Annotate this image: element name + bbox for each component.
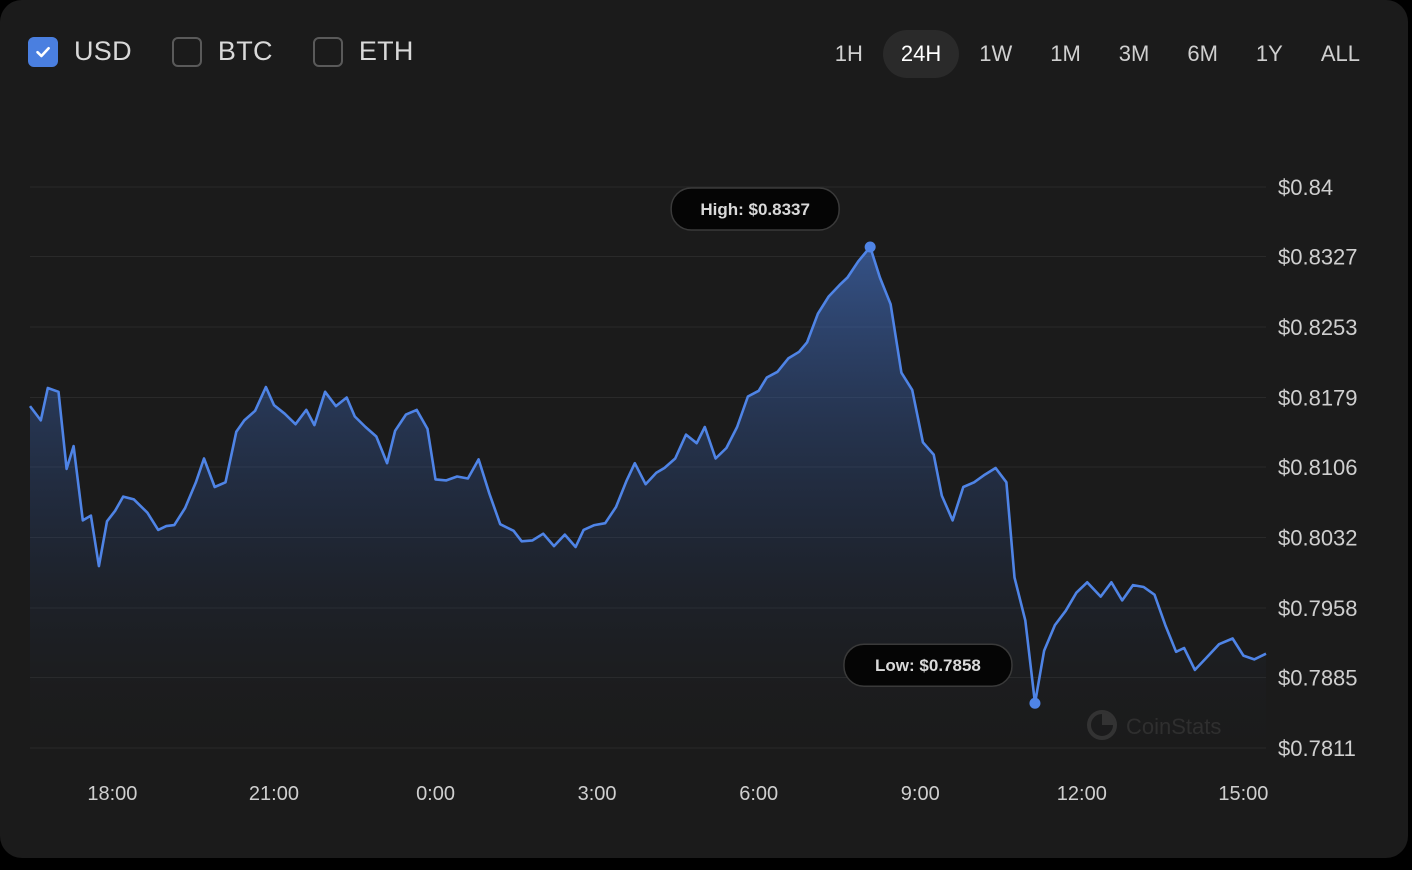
- range-6m-button[interactable]: 6M: [1187, 41, 1218, 66]
- currency-toggle-usd[interactable]: USD: [28, 36, 132, 67]
- watermark-text: CoinStats: [1126, 714, 1221, 739]
- y-tick-label: $0.7811: [1278, 736, 1356, 761]
- currency-label-usd: USD: [74, 36, 132, 66]
- checkmark-icon: [36, 46, 50, 57]
- range-1m-button[interactable]: 1M: [1050, 41, 1081, 66]
- y-tick-label: $0.8106: [1278, 455, 1358, 480]
- range-1h-button[interactable]: 1H: [834, 41, 863, 66]
- range-24h-button[interactable]: 24H: [882, 30, 960, 78]
- currency-toggle-btc[interactable]: BTC: [171, 36, 273, 67]
- y-tick-label: $0.8032: [1278, 526, 1358, 551]
- y-tick-label: $0.8327: [1278, 245, 1358, 270]
- y-tick-label: $0.84: [1278, 175, 1333, 200]
- high-point-marker: [864, 241, 876, 253]
- checkbox-checked-icon[interactable]: [28, 36, 58, 67]
- y-tick-label: $0.8253: [1278, 315, 1358, 340]
- high-label: High: $0.8337: [700, 200, 810, 219]
- x-tick-label: 9:00: [901, 783, 940, 805]
- x-tick-label: 3:00: [578, 783, 617, 805]
- x-tick-label: 6:00: [739, 783, 778, 805]
- time-range-selector: 1H 24H 1W 1M 3M 6M 1Y ALL: [815, 30, 1378, 78]
- x-tick-label: 21:00: [249, 783, 299, 805]
- y-tick-label: $0.8179: [1278, 385, 1358, 410]
- price-series-line: [28, 245, 1267, 705]
- checkbox-unchecked-icon[interactable]: [312, 36, 343, 67]
- range-1y-button[interactable]: 1Y: [1255, 41, 1283, 66]
- currency-toggle-group: USD BTC ETH: [28, 36, 454, 67]
- low-label: Low: $0.7858: [875, 656, 981, 675]
- y-tick-label: $0.7958: [1278, 596, 1358, 621]
- low-point-marker: [1029, 697, 1041, 709]
- range-1w-button[interactable]: 1W: [979, 41, 1013, 66]
- checkbox-unchecked-icon[interactable]: [171, 36, 202, 67]
- y-axis-labels: $0.84 $0.8327 $0.8253 $0.8179 $0.8106 $0.8032…: [1278, 175, 1358, 761]
- currency-label-eth: ETH: [358, 36, 414, 66]
- range-3m-button[interactable]: 3M: [1118, 41, 1150, 66]
- watermark: CoinStats: [1087, 710, 1221, 740]
- x-tick-label: 18:00: [87, 783, 137, 805]
- y-tick-label: $0.7885: [1278, 666, 1358, 691]
- high-tooltip: High: $0.8337: [670, 187, 840, 231]
- currency-label-btc: BTC: [217, 36, 273, 66]
- x-axis-labels: 18:00 21:00 0:00 3:00 6:00 9:00 12:00 15:00: [87, 783, 1268, 805]
- low-tooltip: Low: $0.7858: [843, 643, 1013, 687]
- range-all-button[interactable]: ALL: [1320, 41, 1360, 66]
- currency-toggle-eth[interactable]: ETH: [312, 36, 414, 67]
- price-area-fill: [30, 247, 1266, 748]
- x-tick-label: 15:00: [1218, 783, 1268, 805]
- x-tick-label: 12:00: [1057, 783, 1107, 805]
- x-tick-label: 0:00: [416, 783, 455, 805]
